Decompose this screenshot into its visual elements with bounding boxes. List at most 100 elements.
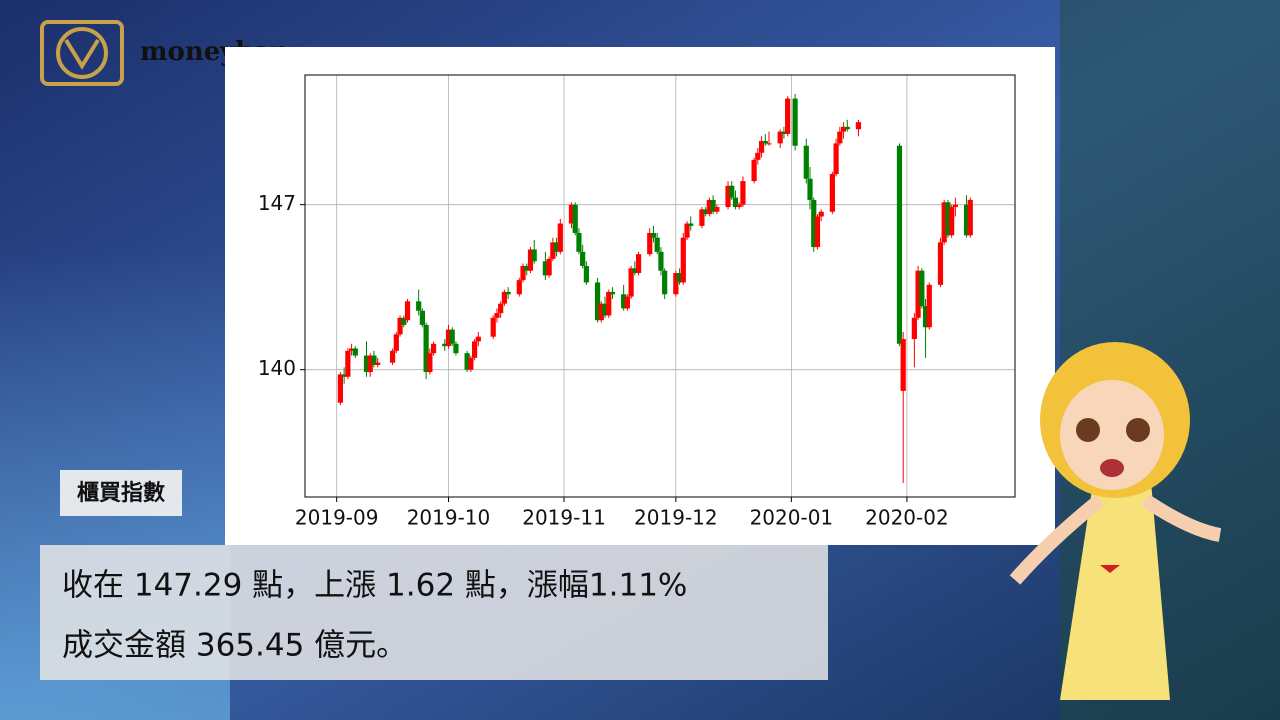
plot: 2019-09 2019-10 2019-11 2019-12 2020-01 2020-… [258,74,1016,530]
candle-body [337,374,344,403]
candle-body [706,199,712,215]
candle-body [602,303,608,316]
candle-body [531,249,537,262]
candle-body [729,185,735,198]
candle-body [725,185,731,208]
candle-body [911,317,917,340]
x-tick-label: 2020-01 [750,506,834,530]
candle-body [915,270,921,318]
candle-body [844,126,850,130]
candle-body [542,261,548,276]
candle-body [807,178,813,200]
candle-body [501,291,507,304]
candle-body [803,145,809,179]
candle-body [494,313,500,318]
candle-body [442,343,448,347]
candle-body [598,303,604,321]
candle-body [900,339,906,391]
candle-body [751,159,757,182]
candle-body [348,348,355,351]
candle-body [949,207,955,236]
mascot [1009,342,1222,700]
candle-body [520,265,526,281]
candle-body [777,131,783,144]
y-tick-label: 140 [258,356,296,380]
candle-body [785,98,791,134]
candle-body [811,199,817,248]
candle-body [919,270,925,307]
candle-body [736,204,742,208]
plot-frame [304,74,1016,498]
candle-body [572,204,578,233]
candle-body [423,324,429,373]
caption-line: 成交金額 365.45 億元。 [62,628,407,664]
candle-body [621,294,627,309]
candle-body [676,273,683,283]
candle-body [606,291,612,316]
candle-body [699,209,705,226]
candle-body [550,242,556,259]
candle-body [941,202,947,243]
candle-body [468,357,474,370]
candle-body [684,223,690,238]
candle-body [490,317,496,337]
candle-body [453,343,459,354]
candle-body [430,343,437,354]
candle-body [658,251,664,271]
x-tick-label: 2019-11 [522,506,606,530]
candle-body [833,143,839,175]
candle-body [553,242,560,252]
candle-body [635,254,642,274]
candle-body [896,145,903,344]
candle-body [654,237,660,252]
candle-body [352,348,358,356]
caption-line: 收在 147.29 點，上漲 1.62 點，漲幅1.11% [62,568,687,604]
candle-body [952,204,958,208]
candle-body [818,211,824,217]
candle-body [568,204,575,224]
candle-body [829,174,835,212]
candle-body [427,353,433,373]
candle-body [624,296,630,309]
candle-body [632,268,638,274]
candle-body [628,268,634,297]
candle-body [766,143,772,145]
x-tick-label: 2019-10 [407,506,491,530]
x-tick-label: 2019-09 [295,506,379,530]
candle-body [576,232,582,252]
label-box [60,470,182,516]
candle-body [703,209,709,215]
candle-body [650,232,657,238]
candle-body [404,301,411,321]
candle-body [445,329,452,347]
candle-body [688,223,694,226]
candle-body [855,122,862,130]
candle-body [449,329,455,344]
candle-body [937,242,944,285]
y-tick-label: 147 [258,191,296,215]
candle-body [546,258,552,276]
candle-body [662,270,668,295]
candle-body [505,291,511,295]
candle-body [393,334,399,351]
candle-body [758,141,765,153]
candle-body [397,317,403,335]
candle-body [647,232,653,255]
candle-body [945,202,951,236]
candle-body [781,131,787,134]
candle-body [389,350,396,363]
candle-body [367,355,373,373]
candle-body [762,141,768,144]
candle-body [363,355,370,373]
candle-body [498,303,504,314]
candle-body [680,237,686,283]
candle-body [419,310,426,325]
candle-body [341,374,347,377]
index-label: 櫃買指數 [77,481,165,506]
candle-body [516,280,522,295]
candle-body [792,98,798,146]
candle-body [416,301,422,311]
candle-body [609,291,616,295]
